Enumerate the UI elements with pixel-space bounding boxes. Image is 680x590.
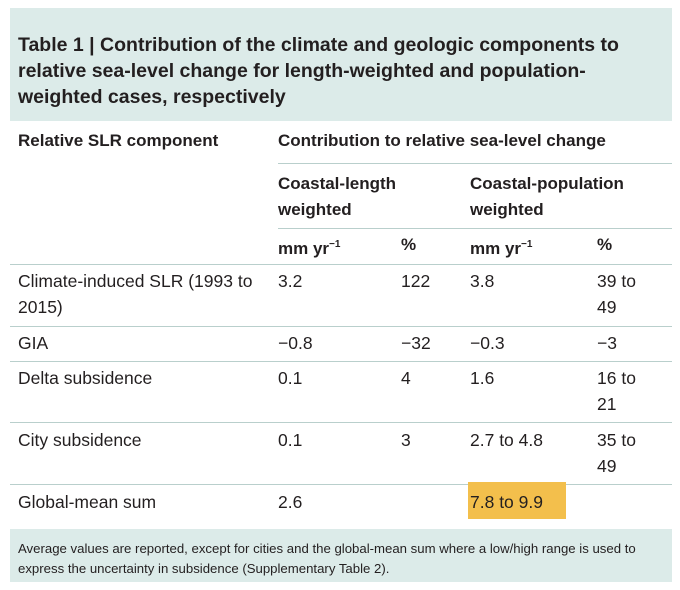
table-footnote: Average values are reported, except for … — [18, 541, 636, 576]
cell-pop-rate: 2.7 to 4.8 — [470, 430, 543, 450]
table-caption: Contribution of the climate and geologic… — [18, 34, 619, 108]
cell-pop-pct: 35 to 49 — [597, 430, 636, 476]
row-component: City subsidence — [18, 430, 142, 450]
cell-pop-pct: 39 to 49 — [597, 271, 636, 317]
cell-length-pct: 3 — [401, 430, 411, 450]
cell-length-rate: 3.2 — [278, 271, 303, 291]
cell-pop-rate-highlighted: 7.8 to 9.9 — [470, 492, 543, 512]
cell-length-rate: 2.6 — [278, 492, 303, 512]
footnote-band: Average values are reported, except for … — [10, 529, 672, 582]
highlight-box — [468, 482, 566, 519]
cell-length-pct: 122 — [401, 271, 431, 291]
row-component: Global-mean sum — [18, 492, 157, 512]
header-contribution: Contribution to relative sea-level chang… — [278, 131, 606, 150]
row-component: GIA — [18, 333, 49, 353]
table-title-band: Table 1 | Contribution of the climate an… — [10, 8, 672, 121]
cell-length-pct: −32 — [401, 333, 431, 353]
unit-pct-pop: % — [597, 235, 613, 254]
row-divider — [10, 361, 672, 362]
row-divider — [10, 326, 672, 327]
rule-header-bottom — [10, 264, 672, 265]
unit-rate-pop: mm yr−1 — [470, 239, 533, 258]
row-component: Delta subsidence — [18, 368, 153, 388]
cell-pop-rate: 3.8 — [470, 271, 495, 291]
cell-pop-pct: 16 to 21 — [597, 368, 636, 414]
rule-under-groups — [278, 228, 672, 229]
cell-length-rate: 0.1 — [278, 368, 303, 388]
unit-pct-length: % — [401, 235, 417, 254]
row-divider — [10, 484, 672, 485]
cell-length-rate: −0.8 — [278, 333, 313, 353]
cell-pop-pct: −3 — [597, 333, 617, 353]
cell-pop-rate: 1.6 — [470, 368, 495, 388]
row-component: Climate-induced SLR (1993 to 2015) — [18, 271, 253, 317]
table-label: Table 1 | — [18, 34, 101, 56]
row-divider — [10, 422, 672, 423]
rule-under-contribution — [278, 163, 672, 164]
cell-length-pct: 4 — [401, 368, 411, 388]
cell-pop-rate: −0.3 — [470, 333, 505, 353]
cell-length-rate: 0.1 — [278, 430, 303, 450]
header-population-weighted: Coastal-population weighted — [470, 174, 624, 219]
table-panel: Table 1 | Contribution of the climate an… — [10, 8, 672, 582]
table-title: Table 1 | Contribution of the climate an… — [18, 32, 668, 110]
header-length-weighted: Coastal-length weighted — [278, 174, 397, 219]
unit-rate-length: mm yr−1 — [278, 239, 341, 258]
header-component: Relative SLR component — [18, 131, 219, 150]
